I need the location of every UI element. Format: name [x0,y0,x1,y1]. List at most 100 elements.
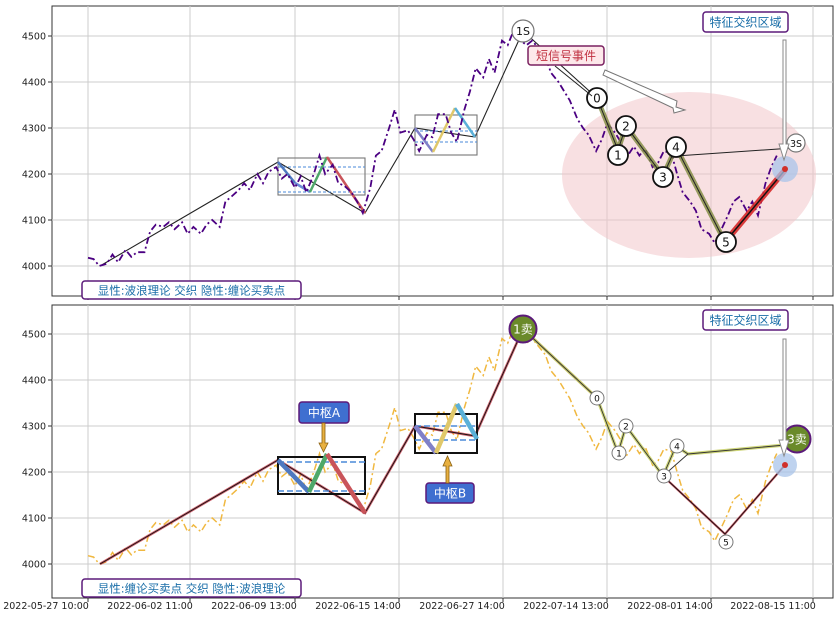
top-panel: 4000 4100 4200 4300 4400 4500 0 1 2 3 4 5 1S 3S 短信号事件 特… [22,5,834,300]
sell-3s-dot [782,166,788,172]
pivot-segment [455,402,479,441]
wave-label-2: 2 [622,120,630,134]
y-tick-label: 4200 [22,468,46,479]
short-signal-label-text: 短信号事件 [536,49,596,63]
x-axis: 2022-05-27 10:00 2022-06-02 11:00 2022-06-… [3,601,816,612]
sell-3-label: 3卖 [787,433,807,447]
wave-label-1: 1 [616,449,622,459]
sell-1s-label: 1S [516,25,530,38]
feature-zone-label-bottom-text: 特征交织区域 [709,313,781,328]
x-tick-label: 2022-06-09 13:00 [211,601,297,612]
wave-label-circle [718,534,734,550]
wave-path-line [522,328,786,477]
wave-label-circle [618,418,634,434]
pivot-segment [277,161,296,184]
price-line [87,327,778,565]
pivot-b-label-text: 中枢B [434,486,466,501]
x-tick-label: 2022-06-27 14:00 [419,601,505,612]
bottom-panel: 4000 4100 4200 4300 4400 4500 0 1 2 3 4 5 1卖 3卖 中枢A 中枢B… [22,304,834,602]
x-tick-label: 2022-07-14 13:00 [523,601,609,612]
legend-top: 显性:波浪理论 交织 隐性:缠论买卖点 [81,280,302,300]
wave-label-4: 4 [674,442,680,452]
pivot-b-label-box [425,482,475,504]
pivot-segment [414,127,434,153]
wave-label-1: 1 [614,149,622,163]
pivot-segment [431,107,457,153]
y-tick-label: 4000 [22,560,46,571]
y-tick-label: 4300 [22,124,46,135]
legend-bottom-box [81,578,302,598]
pivot-segment [433,403,460,454]
x-tick-label: 2022-06-15 14:00 [315,601,401,612]
wave-path-line [596,97,726,243]
pivot-segment [308,156,329,193]
wave-label-2: 2 [623,422,629,432]
y-tick-label: 4500 [22,32,46,43]
price-line [87,29,778,268]
y-tick-label: 4400 [22,78,46,89]
feature-zone-label-bottom: 特征交织区域 [702,309,789,331]
feature-zone-label-bottom-box [702,309,789,331]
y-tick-label: 4100 [22,514,46,525]
x-tick-label: 2022-06-02 11:00 [107,601,193,612]
wave-label-5: 5 [722,236,730,250]
wave-label-circle [615,115,637,137]
wave-label-3: 3 [661,472,667,482]
y-tick-label: 4000 [22,262,46,273]
wave-label-0: 0 [593,92,601,106]
pivot-segment [453,107,477,138]
feature-zone-label-top-text: 特征交织区域 [709,15,781,30]
sell-1-circle [508,314,538,344]
wave-label-circle [607,144,629,166]
x-tick-label: 2022-08-15 11:00 [730,601,816,612]
feature-zone-label-top: 特征交织区域 [702,11,789,33]
feature-zone-arrow-bottom [778,338,790,458]
wave-label-circle [669,438,685,454]
x-tick-label: 2022-05-27 10:00 [3,601,89,612]
wave-label-3: 3 [659,171,667,185]
pivot-box-a [277,157,366,196]
wave-final-line [724,169,786,243]
wave-3s-line [675,147,794,157]
legend-top-text: 显性:波浪理论 交织 隐性:缠论买卖点 [98,284,286,298]
legend-bottom: 显性:缠论买卖点 交织 隐性:波浪理论 [81,578,302,598]
pivot-box-a [277,456,366,495]
legend-bottom-text: 显性:缠论买卖点 交织 隐性:波浪理论 [98,582,286,596]
pivot-b-arrow [442,455,453,484]
wave-label-circle [611,445,627,461]
pivot-segment [306,453,330,493]
sell-1-label: 1卖 [513,323,533,337]
feature-zone-arrow-top [778,39,790,162]
y-tick-label: 4500 [22,330,46,341]
y-tick-label: 4100 [22,216,46,227]
wave-label-0: 0 [594,394,600,404]
wave-label-4: 4 [672,141,680,155]
wave-label-circle [715,231,737,253]
short-signal-label-box [527,45,605,66]
pivot-b-label: 中枢B [425,482,475,504]
short-signal-label: 短信号事件 [527,45,605,66]
wave-label-circle [589,390,605,406]
wave-final-line [662,464,786,535]
short-signal-pointer [554,65,593,97]
pivot-box-b [414,114,478,156]
sell-3-dot [782,462,788,468]
pivot-a-label-text: 中枢A [308,405,341,420]
wave-label-circle [656,468,672,484]
feature-zone-label-top-box [702,11,789,33]
legend-top-box [81,280,302,300]
y-tick-label: 4300 [22,422,46,433]
pivot-segment [325,452,367,515]
y-tick-label: 4200 [22,170,46,181]
wave-label-5: 5 [723,538,729,548]
pivot-segment [276,458,311,494]
sell-1s-circle [511,19,535,43]
pivot-segment [413,424,438,455]
wave-label-circle [652,166,674,188]
pivot-a-arrow [318,422,329,453]
x-tick-label: 2022-08-01 14:00 [627,601,713,612]
y-tick-label: 4400 [22,376,46,387]
wave-label-circle [665,136,687,158]
pivot-box-b [414,413,478,454]
